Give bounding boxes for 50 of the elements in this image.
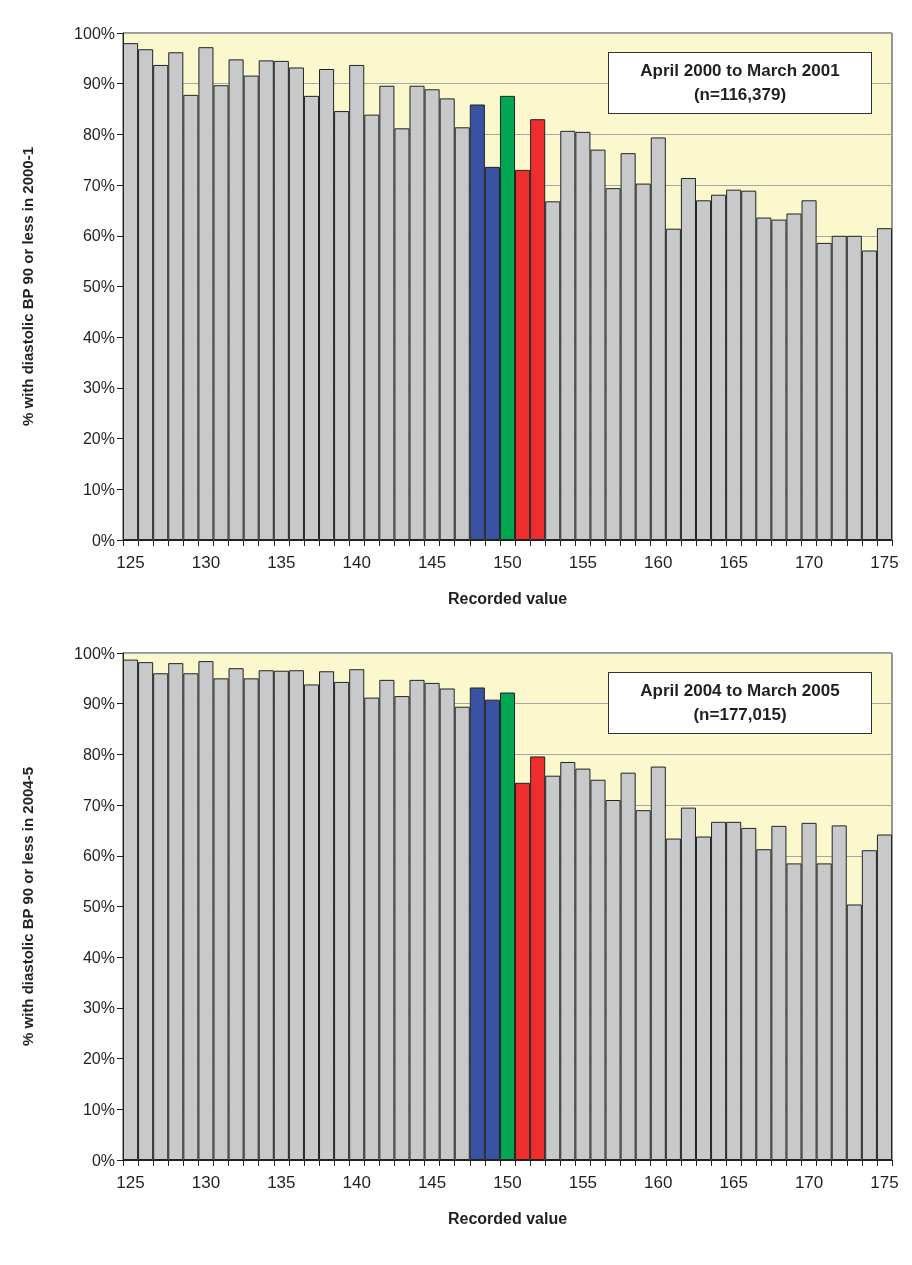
note-box: April 2004 to March 2005 (n=177,015) <box>608 672 872 734</box>
x-tick-label: 170 <box>794 553 824 572</box>
y-tick-label: 70% <box>82 176 115 194</box>
x-tick-label: 165 <box>719 1173 748 1192</box>
x-tick-label: 135 <box>267 553 296 572</box>
x-tick-label: 140 <box>342 553 371 572</box>
x-tick-label: 155 <box>568 553 598 572</box>
y-tick-label: 20% <box>82 1050 115 1068</box>
y-axis-title: % with diastolic BP 90 or less in 2004-5 <box>19 766 36 1047</box>
y-tick-label: 100% <box>74 644 115 662</box>
note-box: April 2000 to March 2001 (n=116,379) <box>608 52 872 114</box>
y-tick-label: 90% <box>82 695 115 713</box>
x-tick-label: 160 <box>644 553 673 572</box>
y-tick-label: 80% <box>82 745 115 763</box>
y-tick-label: 10% <box>82 1100 115 1118</box>
x-tick-label: 125 <box>116 1173 145 1192</box>
y-tick-label: 70% <box>82 796 115 814</box>
x-tick-label: 155 <box>568 1173 598 1192</box>
y-tick-label: 90% <box>82 75 115 93</box>
x-tick-label: 175 <box>870 1173 899 1192</box>
x-axis-title: Recorded value <box>447 1209 568 1227</box>
x-tick-label: 150 <box>493 1173 522 1192</box>
x-tick-label: 165 <box>719 553 748 572</box>
y-tick-label: 40% <box>82 948 115 966</box>
x-tick-label: 170 <box>794 1173 824 1192</box>
y-tick-label: 40% <box>82 328 115 346</box>
x-axis-title: Recorded value <box>447 589 568 607</box>
x-tick-label: 135 <box>267 1173 296 1192</box>
y-tick-label: 100% <box>74 24 115 42</box>
y-tick-label: 50% <box>82 898 115 915</box>
y-tick-label: 20% <box>82 430 115 448</box>
y-tick-label: 60% <box>82 847 115 865</box>
y-tick-label: 0% <box>91 531 115 549</box>
x-tick-label: 150 <box>493 553 522 572</box>
y-tick-label: 0% <box>91 1151 115 1169</box>
y-tick-label: 10% <box>82 480 115 498</box>
x-tick-label: 145 <box>417 553 447 572</box>
y-tick-label: 30% <box>82 379 115 397</box>
x-tick-label: 125 <box>116 553 145 572</box>
y-tick-label: 60% <box>82 227 115 245</box>
x-tick-label: 175 <box>870 553 899 572</box>
y-tick-label: 30% <box>82 999 115 1017</box>
x-tick-label: 130 <box>191 553 221 572</box>
y-tick-label: 50% <box>82 278 115 295</box>
y-axis-title: % with diastolic BP 90 or less in 2000-1 <box>19 146 36 427</box>
x-tick-label: 160 <box>644 1173 673 1192</box>
x-tick-label: 130 <box>191 1173 221 1192</box>
x-tick-label: 145 <box>417 1173 447 1192</box>
x-tick-label: 140 <box>342 1173 371 1192</box>
y-tick-label: 80% <box>82 125 115 143</box>
